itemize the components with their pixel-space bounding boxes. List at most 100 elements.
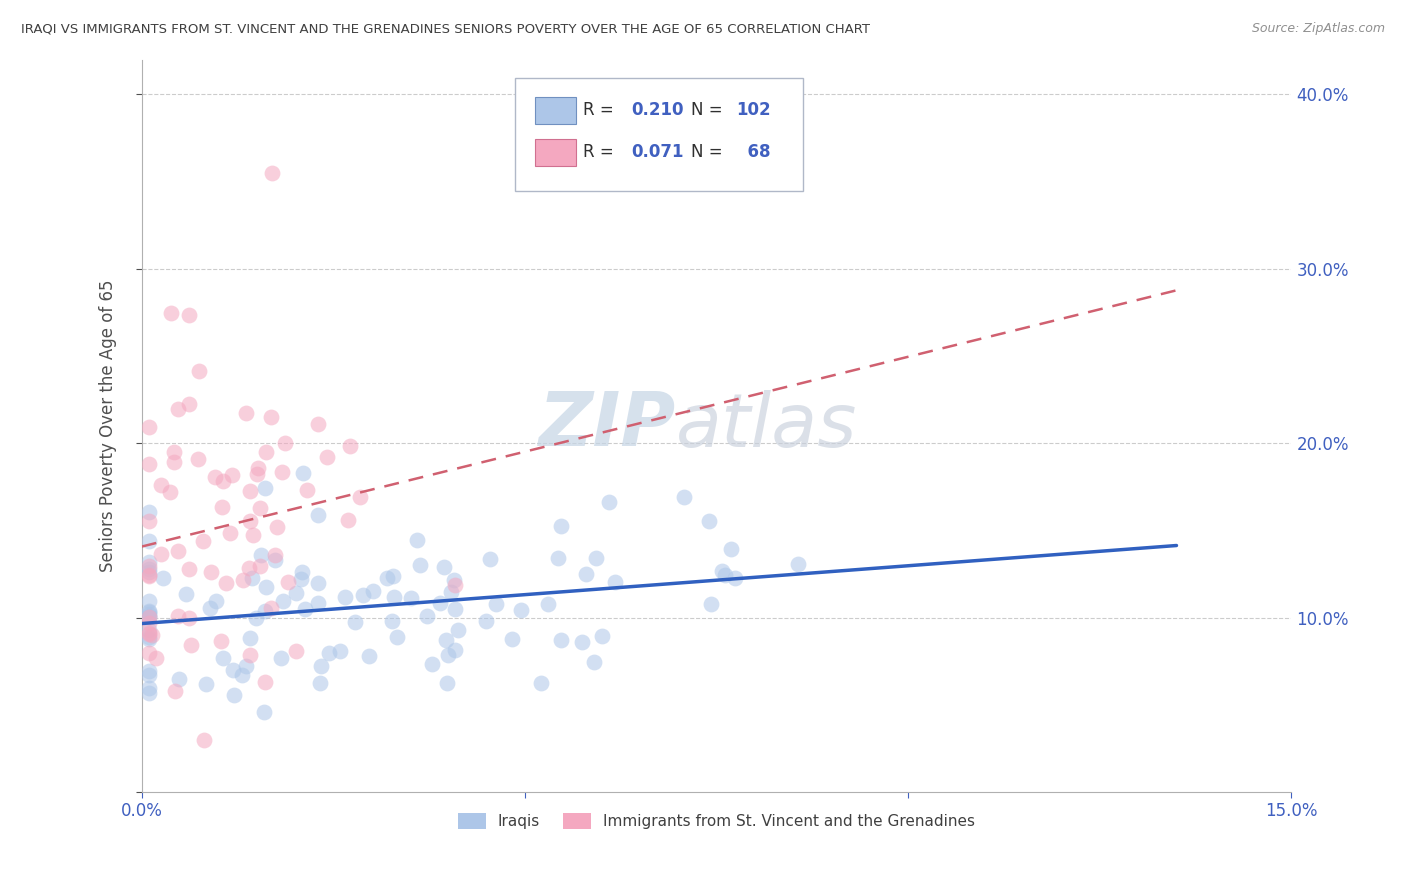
Point	[177, 308, 200, 322]
FancyBboxPatch shape	[516, 78, 803, 192]
Point	[443, 574, 465, 588]
Point	[408, 558, 430, 572]
Point	[138, 609, 160, 624]
Point	[274, 436, 297, 450]
Point	[475, 614, 498, 628]
Point	[710, 565, 733, 579]
Point	[429, 596, 451, 610]
Text: 0.071: 0.071	[631, 143, 683, 161]
Point	[291, 466, 314, 480]
Point	[571, 635, 593, 649]
Point	[138, 664, 160, 678]
Point	[485, 597, 508, 611]
Point	[211, 500, 233, 514]
Text: 0.210: 0.210	[631, 101, 683, 120]
Point	[443, 577, 465, 591]
Point	[162, 455, 184, 469]
Point	[307, 508, 329, 522]
Point	[385, 630, 408, 644]
Point	[382, 590, 405, 604]
Point	[285, 586, 308, 600]
Point	[235, 406, 257, 420]
Text: 102: 102	[737, 101, 770, 120]
Point	[530, 676, 553, 690]
Point	[420, 657, 443, 672]
Text: atlas: atlas	[676, 390, 858, 462]
Point	[249, 558, 271, 573]
Point	[179, 397, 201, 411]
Point	[247, 460, 270, 475]
Point	[212, 474, 235, 488]
Text: N =: N =	[692, 143, 728, 161]
Point	[141, 628, 163, 642]
Point	[416, 609, 439, 624]
Point	[443, 602, 465, 616]
Point	[167, 672, 190, 686]
Point	[277, 575, 299, 590]
Point	[249, 500, 271, 515]
Point	[724, 571, 747, 585]
Point	[672, 490, 695, 504]
Point	[270, 651, 292, 665]
Legend: Iraqis, Immigrants from St. Vincent and the Grenadines: Iraqis, Immigrants from St. Vincent and …	[453, 807, 981, 836]
Point	[138, 616, 160, 631]
Point	[198, 600, 221, 615]
Point	[352, 588, 374, 602]
Point	[537, 597, 560, 611]
Point	[180, 638, 202, 652]
Point	[266, 520, 288, 534]
Point	[222, 663, 245, 677]
Point	[547, 550, 569, 565]
Point	[138, 605, 160, 619]
Point	[254, 604, 277, 618]
Point	[270, 465, 292, 479]
Point	[271, 594, 294, 608]
Point	[177, 562, 200, 576]
Text: IRAQI VS IMMIGRANTS FROM ST. VINCENT AND THE GRENADINES SENIORS POVERTY OVER THE: IRAQI VS IMMIGRANTS FROM ST. VINCENT AND…	[21, 22, 870, 36]
Point	[603, 575, 626, 590]
Point	[193, 732, 215, 747]
Point	[337, 513, 360, 527]
Point	[138, 632, 160, 646]
Point	[200, 565, 222, 579]
Point	[253, 481, 276, 495]
Point	[138, 506, 160, 520]
Point	[329, 644, 352, 658]
Point	[212, 650, 235, 665]
Point	[253, 705, 276, 719]
Point	[215, 576, 238, 591]
Point	[159, 485, 181, 500]
Point	[245, 611, 267, 625]
Point	[250, 548, 273, 562]
Point	[375, 571, 398, 585]
Point	[443, 643, 465, 657]
Point	[720, 542, 742, 557]
Point	[138, 681, 160, 696]
Point	[163, 683, 186, 698]
Text: N =: N =	[692, 101, 728, 120]
Point	[263, 548, 285, 562]
Point	[357, 648, 380, 663]
Point	[309, 659, 332, 673]
Point	[333, 590, 356, 604]
Point	[195, 677, 218, 691]
Point	[209, 634, 232, 648]
Point	[436, 648, 458, 662]
Point	[381, 569, 404, 583]
Point	[433, 560, 456, 574]
Text: R =: R =	[583, 143, 619, 161]
Point	[254, 445, 277, 459]
Point	[138, 646, 160, 660]
Point	[179, 611, 201, 625]
Point	[238, 561, 260, 575]
Point	[591, 629, 613, 643]
Point	[260, 166, 283, 180]
FancyBboxPatch shape	[534, 97, 576, 124]
Point	[307, 417, 329, 432]
Point	[160, 306, 183, 320]
Point	[253, 674, 276, 689]
Point	[232, 573, 254, 587]
Point	[315, 450, 337, 464]
Point	[697, 514, 720, 528]
Point	[714, 567, 737, 582]
